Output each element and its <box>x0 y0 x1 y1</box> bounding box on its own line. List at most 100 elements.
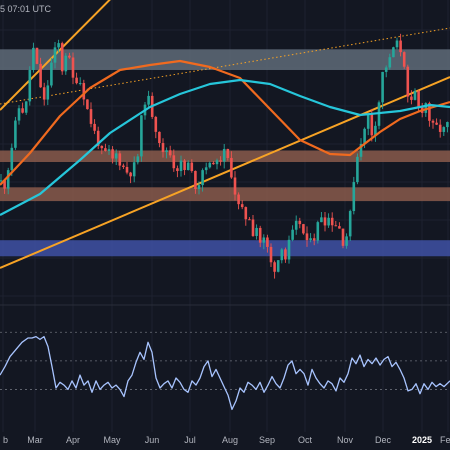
candle-body <box>140 115 143 157</box>
candle-body <box>186 162 190 170</box>
candle-body <box>287 239 291 260</box>
candle-body <box>212 162 215 165</box>
candle-body <box>42 87 46 100</box>
candle-body <box>176 168 179 172</box>
candle-body <box>201 170 204 186</box>
candle-body <box>294 220 298 230</box>
candle-body <box>363 128 366 144</box>
candle-body <box>370 113 374 136</box>
candle-body <box>78 83 82 85</box>
candle-body <box>21 108 24 113</box>
candle-body <box>410 96 413 100</box>
candle-body <box>154 116 158 132</box>
candle-body <box>104 148 107 151</box>
candle-body <box>269 246 273 263</box>
x-tick-label: Oct <box>297 435 313 445</box>
candle-body <box>100 145 104 149</box>
candle-body <box>226 148 230 158</box>
candle-body <box>399 40 402 53</box>
candle-body <box>222 148 226 162</box>
x-tick-label: Nov <box>336 435 354 445</box>
channel-upper-line <box>0 0 111 111</box>
candle-body <box>320 217 323 223</box>
candle-body <box>168 150 172 156</box>
x-tick-label: Sep <box>258 435 276 445</box>
x-tick-label: Apr <box>65 435 81 445</box>
candle-body <box>302 224 305 234</box>
candle-body <box>298 220 302 225</box>
candle-body <box>89 109 93 124</box>
zone-support-2 <box>0 187 450 202</box>
candle-body <box>190 162 194 171</box>
candle-body <box>172 155 176 169</box>
candle-body <box>395 40 399 48</box>
candle-body <box>327 217 330 226</box>
candle-body <box>273 262 276 272</box>
candle-body <box>251 219 255 236</box>
candle-body <box>204 167 208 171</box>
candle-body <box>428 103 431 121</box>
candles <box>0 33 449 279</box>
candle-body <box>330 217 334 226</box>
candle-body <box>197 185 201 190</box>
candle-body <box>338 226 341 229</box>
candle-body <box>219 160 222 162</box>
candle-body <box>194 170 197 190</box>
candle-body <box>435 122 438 125</box>
candle-body <box>14 120 17 148</box>
candle-body <box>341 228 345 246</box>
candle-body <box>50 62 53 86</box>
candle-body <box>237 194 240 205</box>
x-tick-label: 2025 <box>411 435 433 445</box>
x-tick-label: b <box>3 435 9 445</box>
candle-body <box>158 131 161 144</box>
candle-body <box>179 160 183 172</box>
candle-body <box>374 125 377 136</box>
candle-body <box>86 99 89 110</box>
candle-body <box>359 143 363 157</box>
candle-body <box>215 160 219 165</box>
x-tick-label: Mar <box>27 435 43 445</box>
candle-body <box>57 43 60 48</box>
candle-body <box>53 47 57 63</box>
candle-body <box>93 123 96 131</box>
candle-body <box>312 238 316 241</box>
candle-body <box>75 77 78 84</box>
candle-body <box>6 170 10 189</box>
candle-body <box>384 67 388 72</box>
candle-body <box>431 120 435 123</box>
candle-body <box>111 149 114 159</box>
chart-timestamp: 5 07:01 UTC <box>0 4 52 14</box>
candle-body <box>132 162 136 177</box>
candle-body <box>240 204 244 208</box>
x-tick-label: Dec <box>374 435 392 445</box>
candle-body <box>276 260 280 272</box>
candle-body <box>381 71 384 103</box>
candle-body <box>262 237 266 243</box>
candle-body <box>284 249 287 260</box>
ema-orange-line <box>0 59 450 186</box>
candle-body <box>442 127 446 132</box>
candle-body <box>406 66 410 97</box>
candle-body <box>0 180 3 182</box>
candle-body <box>60 43 64 72</box>
candle-body <box>24 101 28 113</box>
rsi-line <box>0 335 450 411</box>
candle-body <box>244 207 248 220</box>
candle-body <box>345 236 348 246</box>
candle-body <box>136 156 140 163</box>
candle-body <box>3 180 6 189</box>
rsi-panel <box>0 331 450 411</box>
candle-body <box>424 103 428 113</box>
candle-body <box>125 166 129 173</box>
candle-body <box>129 172 132 177</box>
candle-body <box>208 162 212 168</box>
zone-support-3 <box>0 240 450 257</box>
x-tick-label: Fe <box>440 435 450 445</box>
candle-body <box>165 150 168 153</box>
candle-body <box>413 90 417 100</box>
candle-body <box>438 124 442 132</box>
candle-body <box>35 47 39 64</box>
